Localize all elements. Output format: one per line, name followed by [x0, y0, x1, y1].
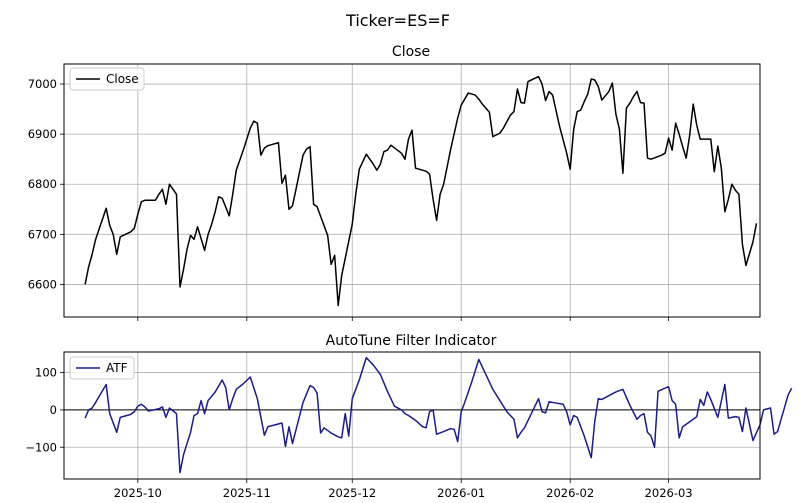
x-tick-label: 2025-12: [328, 486, 376, 500]
x-tick-label: 2026-02: [546, 486, 594, 500]
close-y-tick-label: 6600: [28, 277, 57, 291]
close-y-tick-label: 6700: [28, 227, 57, 241]
atf-chart: AutoTune Filter Indicator 2025-10 2025-11…: [25, 333, 793, 500]
close-y-tick-label: 6800: [28, 177, 57, 191]
x-tick-label: 2025-11: [223, 486, 271, 500]
atf-legend-label: ATF: [106, 361, 128, 375]
close-chart-title: Close: [392, 44, 430, 60]
close-y-tick-label: 6900: [28, 127, 57, 141]
close-chart-frame: [63, 63, 761, 318]
figure-suptitle: Ticker=ES=F: [345, 11, 450, 30]
atf-series-line: [84, 356, 793, 474]
close-series-line: [84, 75, 758, 307]
close-chart-legend: Close: [69, 67, 145, 91]
atf-y-tick-label: 100: [35, 366, 57, 380]
close-y-tick-label: 7000: [28, 77, 57, 91]
close-chart: Close 6600 6700 6800 6900 7000 Close: [28, 44, 761, 321]
x-tick-label: 2026-03: [645, 486, 693, 500]
x-tick-label: 2026-01: [437, 486, 485, 500]
atf-chart-legend: ATF: [69, 356, 135, 380]
atf-chart-frame: [63, 351, 761, 480]
x-tick-label: 2025-10: [114, 486, 162, 500]
atf-y-tick-label: 0: [50, 403, 57, 417]
atf-chart-title: AutoTune Filter Indicator: [326, 333, 497, 349]
atf-y-tick-label: −100: [25, 440, 57, 454]
close-legend-label: Close: [106, 72, 139, 86]
